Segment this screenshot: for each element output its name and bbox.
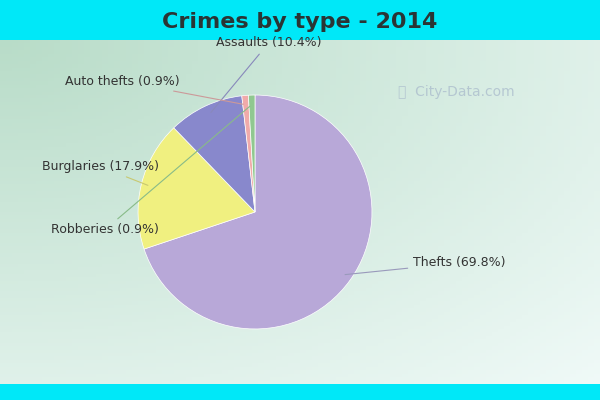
Wedge shape bbox=[242, 95, 255, 212]
Wedge shape bbox=[138, 128, 255, 249]
Text: Assaults (10.4%): Assaults (10.4%) bbox=[211, 36, 322, 112]
Text: Thefts (69.8%): Thefts (69.8%) bbox=[345, 256, 506, 275]
Wedge shape bbox=[248, 95, 255, 212]
Wedge shape bbox=[174, 96, 255, 212]
Text: ⓘ  City-Data.com: ⓘ City-Data.com bbox=[398, 85, 514, 99]
Text: Crimes by type - 2014: Crimes by type - 2014 bbox=[163, 12, 437, 32]
Text: Auto thefts (0.9%): Auto thefts (0.9%) bbox=[65, 75, 243, 104]
Wedge shape bbox=[144, 95, 372, 329]
Text: Robberies (0.9%): Robberies (0.9%) bbox=[51, 106, 250, 236]
Text: Burglaries (17.9%): Burglaries (17.9%) bbox=[41, 160, 158, 185]
